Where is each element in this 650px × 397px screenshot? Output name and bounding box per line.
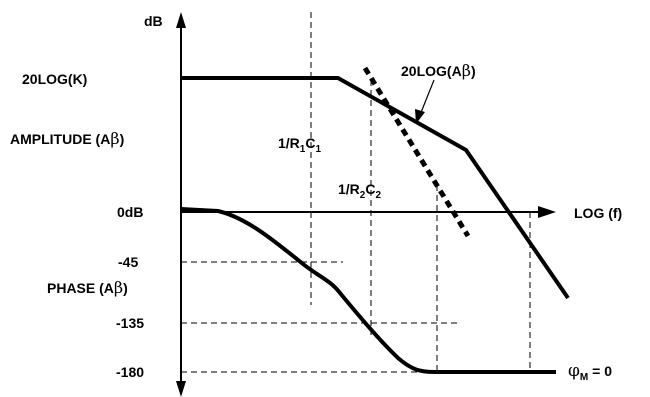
frequency-axis [181, 206, 556, 218]
beta-symbol: β [114, 278, 123, 297]
loop-gain-pointer [415, 79, 435, 124]
phase-section-label: PHASE (Aβ) [47, 278, 128, 297]
gain-label: 20LOG(K) [22, 71, 87, 87]
beta-symbol: β [110, 129, 119, 148]
phase-tick-minus-135: -135 [116, 315, 144, 331]
phase-curve [180, 207, 556, 374]
loop-gain-label: 20LOG(Aβ) [401, 61, 476, 80]
phase-margin-label: φM = 0 [568, 361, 612, 383]
pointer-arrow-icon [415, 109, 425, 124]
breakpoint-guides [310, 12, 531, 372]
vertical-axis [176, 12, 186, 397]
second-breakpoint-label: 1/R2C2 [338, 181, 381, 201]
amplitude-section-label: AMPLITUDE (Aβ) [10, 129, 124, 148]
up-arrow-icon [176, 12, 186, 28]
first-breakpoint-label: 1/R1C1 [278, 135, 321, 155]
phi-symbol: φ [568, 361, 580, 381]
beta-symbol: β [462, 61, 471, 80]
zero-db-label: 0dB [117, 204, 143, 220]
x-axis-label: LOG (f) [574, 205, 622, 221]
amplitude-curve [181, 76, 570, 300]
right-arrow-icon [538, 206, 556, 218]
loop-gain-dotted-line [362, 66, 471, 238]
phase-tick-minus-180: -180 [116, 364, 144, 380]
y-unit-label: dB [144, 13, 163, 29]
phase-tick-minus-45: -45 [118, 254, 138, 270]
phase-guides [181, 261, 460, 373]
down-arrow-icon [176, 381, 186, 397]
